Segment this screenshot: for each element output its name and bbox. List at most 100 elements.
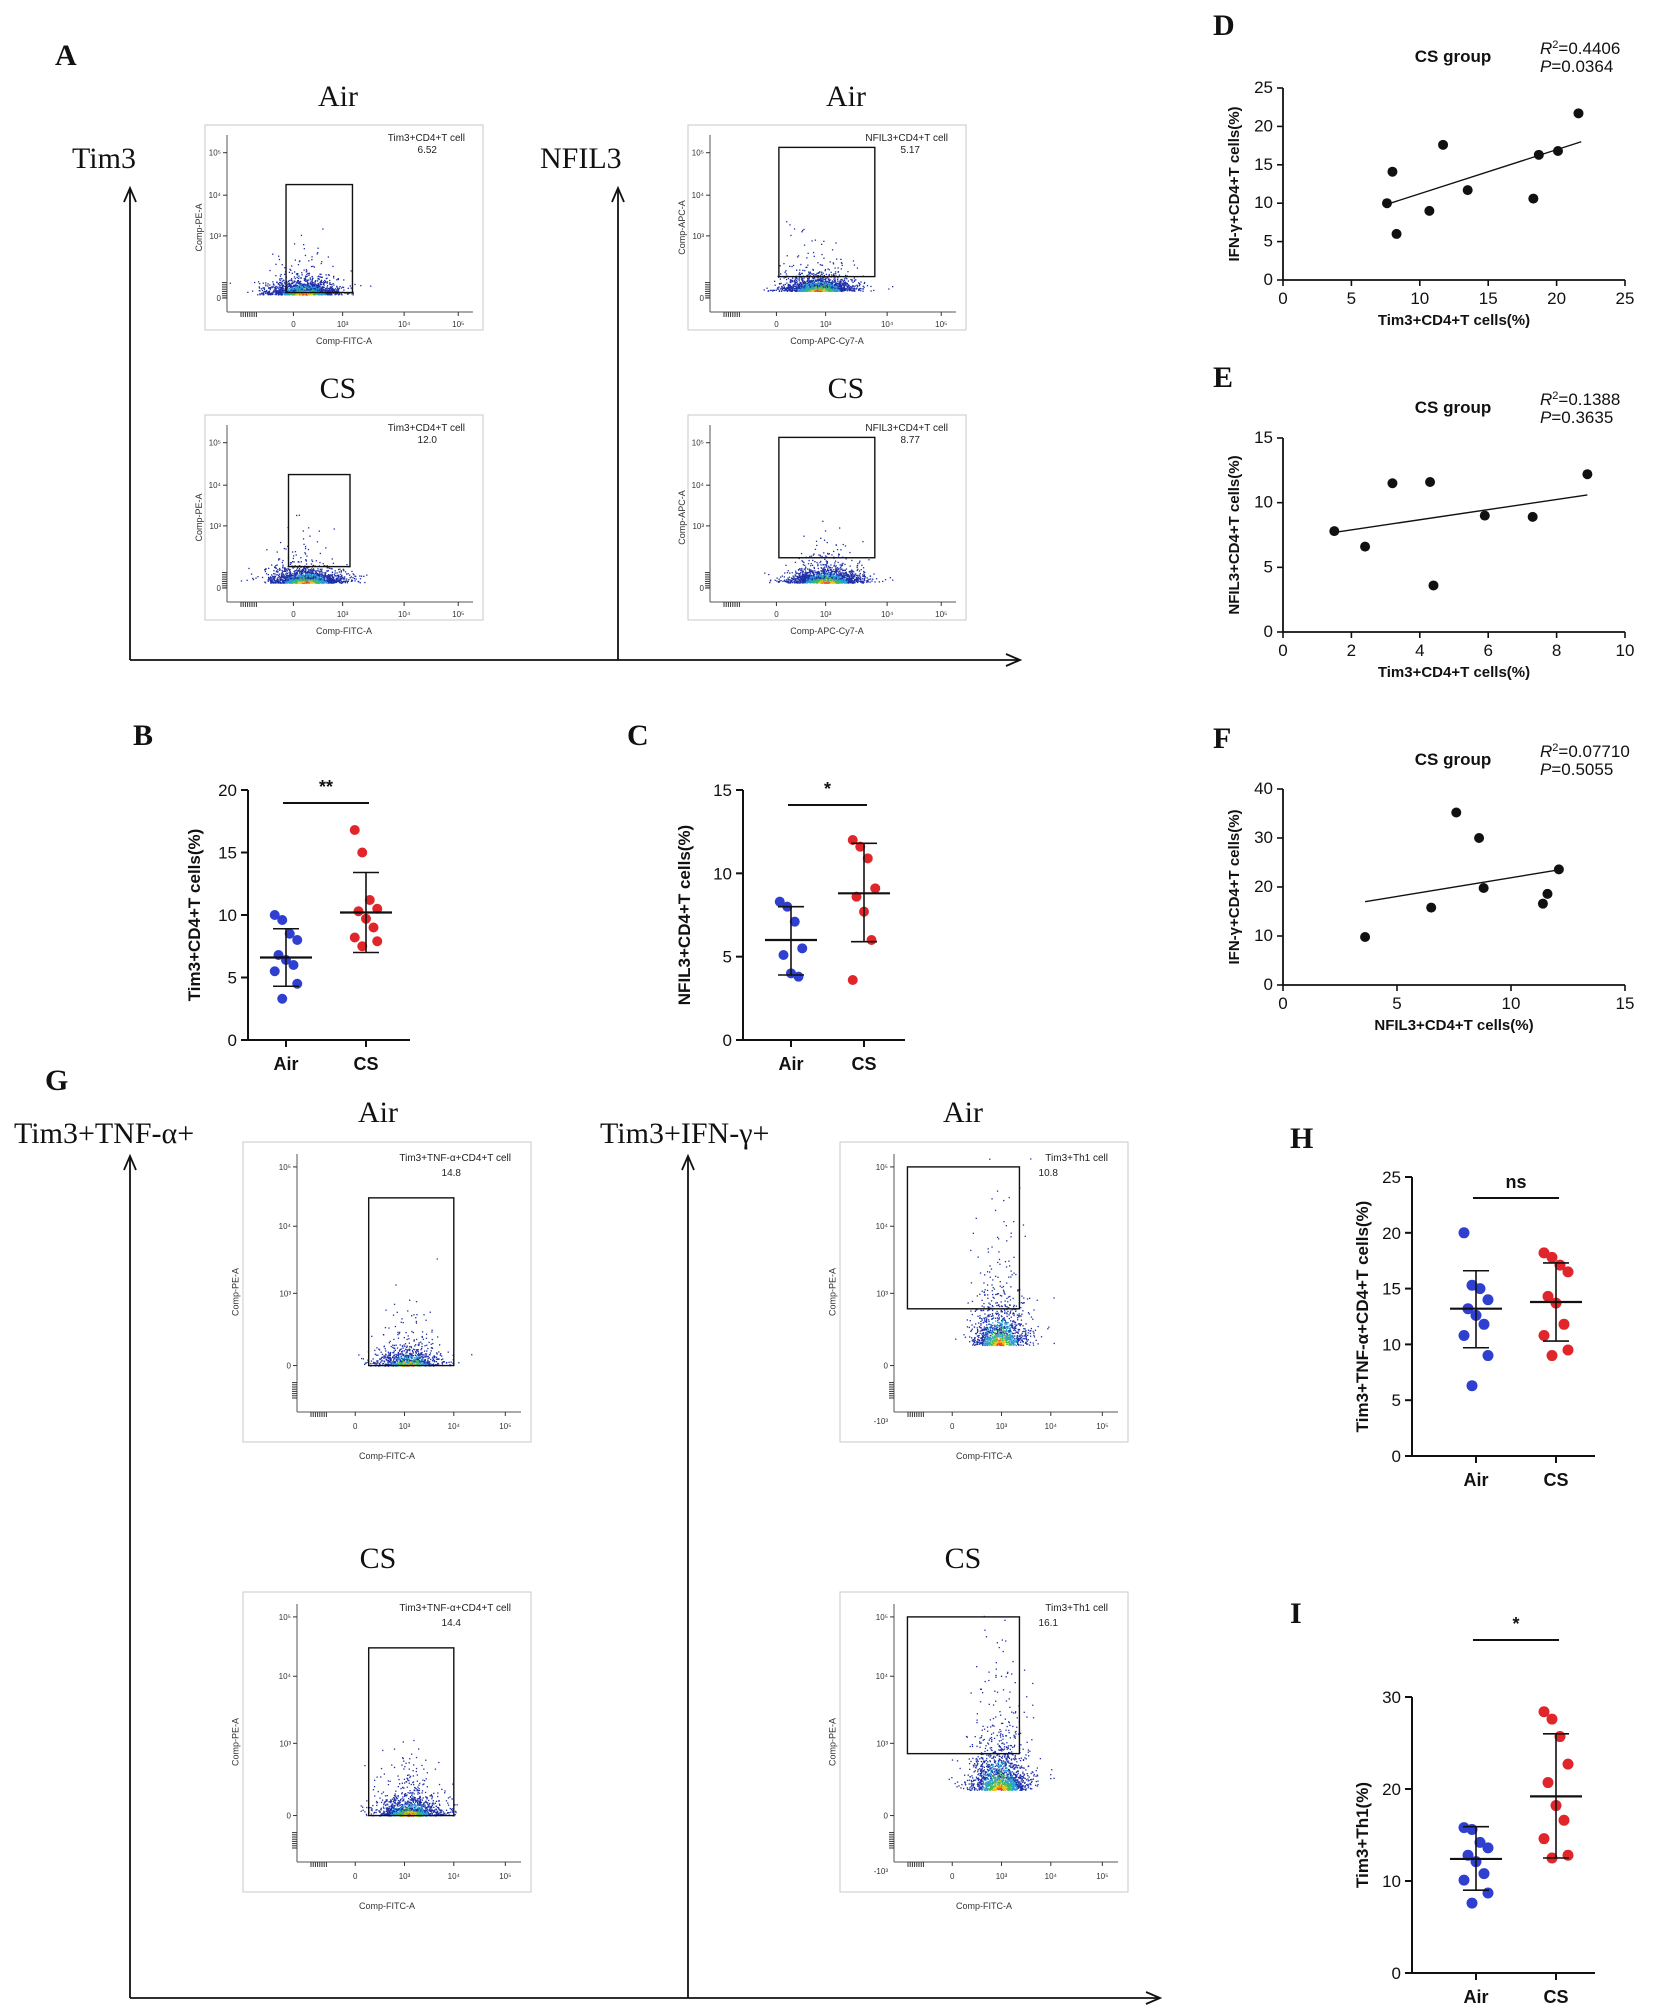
flow-event — [837, 267, 839, 269]
flow-event — [311, 572, 313, 574]
flow-event — [260, 288, 263, 290]
flow-event — [311, 256, 313, 258]
flow-event — [270, 577, 272, 579]
flow-event — [338, 571, 340, 573]
flow-event — [843, 282, 845, 284]
flow-event — [301, 570, 303, 572]
flow-event — [263, 287, 265, 289]
flow-event — [825, 283, 827, 286]
flow-event — [319, 286, 321, 288]
flow-event — [831, 282, 833, 284]
flow-event — [301, 292, 303, 294]
flow-event — [300, 574, 302, 576]
flow-event — [324, 288, 326, 290]
flow-event — [801, 278, 804, 280]
flow-event — [274, 573, 276, 575]
flow-event — [298, 576, 300, 578]
flow-event — [304, 284, 306, 286]
flow-event — [288, 568, 290, 571]
flow-event — [303, 286, 305, 289]
gate-percentage: 5.17 — [901, 145, 921, 156]
flow-event — [276, 281, 278, 284]
flow-event — [288, 283, 290, 285]
flow-event — [284, 569, 286, 571]
flow-event — [798, 283, 800, 286]
flow-event — [816, 272, 818, 275]
flow-event — [290, 285, 292, 287]
flow-event — [328, 287, 331, 289]
flow-event — [277, 282, 280, 285]
flow-event — [272, 291, 275, 293]
flow-event — [366, 574, 368, 576]
flow-event — [304, 254, 307, 257]
flow-event — [304, 278, 307, 280]
flow-event — [796, 281, 798, 283]
flow-event — [807, 286, 809, 288]
flow-event — [830, 271, 832, 273]
flow-event — [272, 291, 274, 293]
flow-event — [290, 562, 293, 564]
flow-event — [824, 268, 827, 271]
flow-event — [811, 240, 813, 242]
flow-event — [296, 573, 299, 575]
flow-event — [787, 283, 789, 286]
flow-event — [305, 289, 307, 291]
flow-event — [285, 573, 287, 575]
flow-event — [347, 573, 349, 575]
flow-event — [283, 293, 285, 295]
flow-event — [286, 572, 288, 574]
flow-event — [819, 284, 821, 287]
flow-event — [283, 280, 285, 282]
flow-event — [301, 292, 304, 294]
flow-event — [274, 286, 276, 289]
flow-event — [813, 287, 815, 289]
flow-x-tick-label: 10³ — [820, 320, 832, 329]
flow-event — [275, 567, 277, 569]
flow-event — [291, 581, 293, 583]
flow-event — [813, 277, 815, 280]
flow-event — [250, 573, 253, 575]
flow-event — [842, 282, 844, 284]
flow-event — [859, 283, 861, 286]
flow-event — [359, 582, 361, 584]
flow-event — [283, 289, 285, 292]
flow-event — [303, 285, 305, 287]
flow-event — [311, 259, 313, 261]
flow-event — [800, 278, 803, 280]
flow-event — [848, 288, 850, 291]
flow-event — [798, 278, 801, 280]
flow-event — [839, 285, 841, 287]
flow-event — [838, 283, 840, 286]
flow-event — [285, 293, 287, 295]
flow-event — [325, 290, 327, 292]
flow-event — [806, 290, 808, 292]
flow-event — [303, 576, 305, 579]
flow-event — [811, 290, 813, 292]
flow-event — [298, 260, 301, 263]
flow-event — [279, 293, 281, 295]
flow-event — [830, 288, 832, 290]
flow-event — [786, 289, 788, 291]
flow-event — [810, 287, 813, 289]
flow-event — [830, 290, 832, 292]
flow-event — [288, 271, 291, 273]
flow-event — [317, 247, 319, 249]
flow-event — [787, 289, 789, 291]
flow-event — [793, 283, 796, 285]
flow-event — [290, 293, 292, 295]
flow-event — [302, 285, 305, 287]
flow-event — [292, 294, 294, 296]
flow-event — [799, 288, 801, 290]
flow-event — [323, 281, 325, 283]
flow-event — [817, 290, 819, 292]
flow-event — [829, 287, 831, 289]
flow-event — [785, 289, 787, 291]
flow-event — [274, 576, 276, 578]
flow-event — [312, 575, 315, 577]
flow-event — [279, 286, 281, 288]
flow-event — [270, 582, 272, 584]
flow-event — [288, 572, 290, 574]
flow-event — [291, 576, 293, 579]
flow-event — [265, 291, 268, 293]
flow-event — [280, 286, 282, 289]
